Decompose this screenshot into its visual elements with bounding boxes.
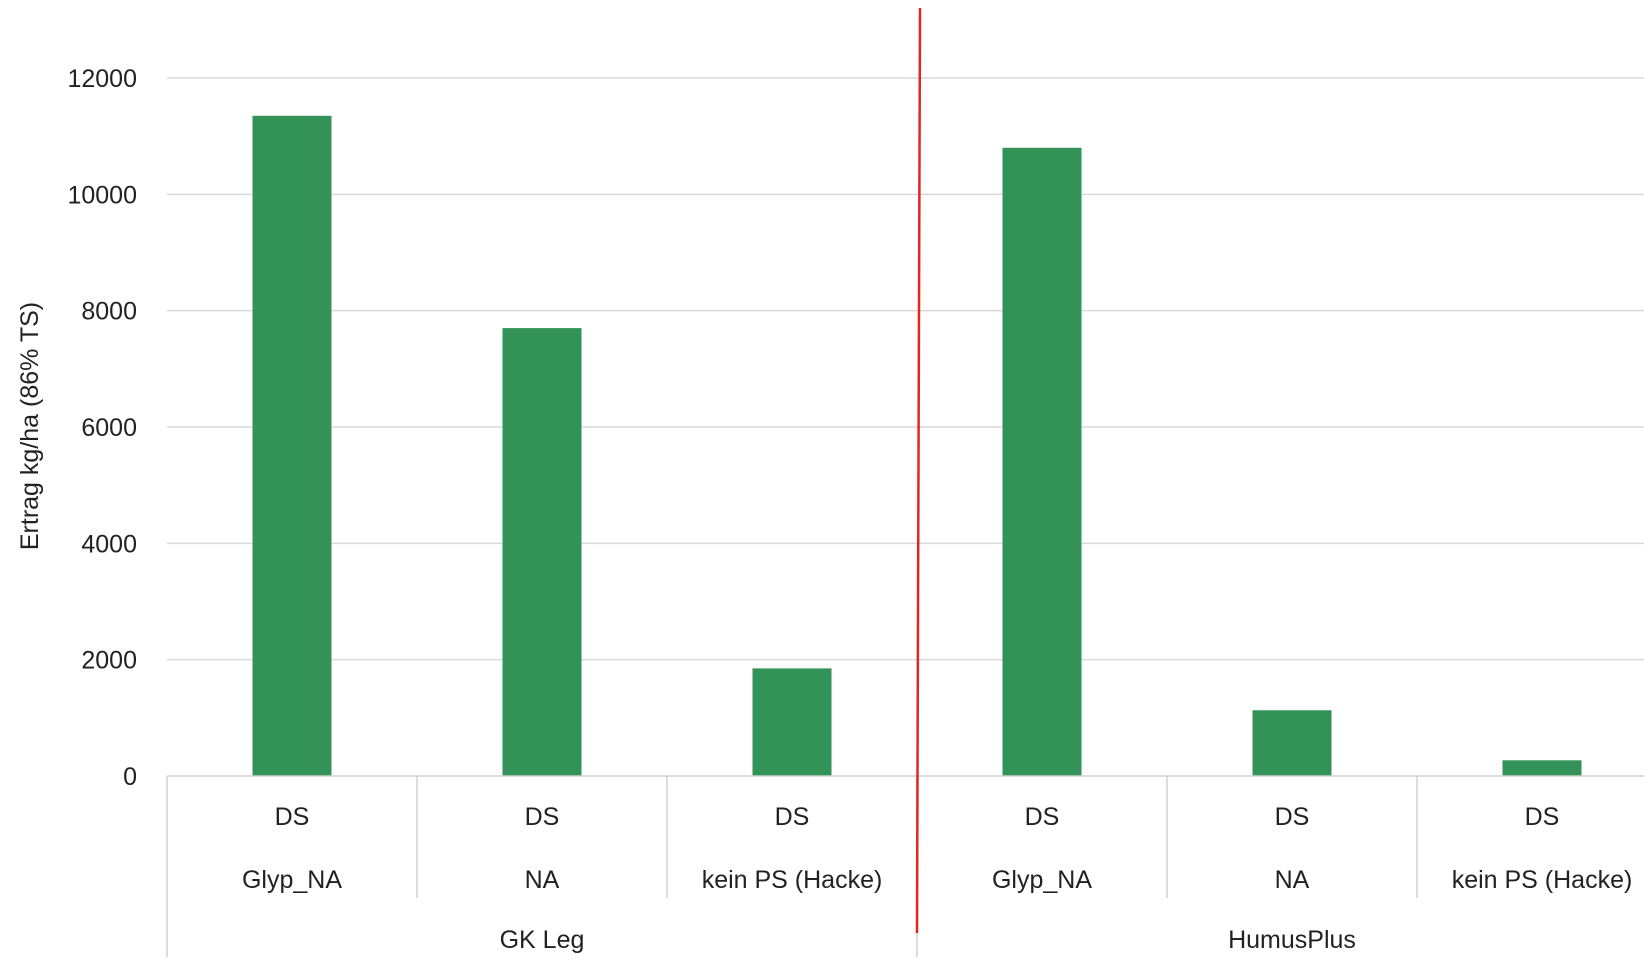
x-tick-label-level1: DS	[1275, 803, 1310, 831]
x-tick-label-level2: NA	[525, 866, 560, 894]
y-tick-label: 8000	[81, 298, 137, 326]
x-tick-label-level2: kein PS (Hacke)	[1452, 866, 1633, 894]
x-tick-label-level1: DS	[525, 803, 560, 831]
y-tick-label: 4000	[81, 530, 137, 558]
x-tick-label-level2: Glyp_NA	[992, 866, 1092, 894]
x-tick-label-level1: DS	[1525, 803, 1560, 831]
bars	[252, 115, 1582, 777]
x-group-label: GK Leg	[500, 926, 585, 954]
group-separator-line	[915, 7, 922, 934]
y-axis-ticks: 0 2000 4000 6000 8000 10000 12000	[67, 65, 137, 791]
bar	[752, 668, 832, 776]
bar	[1002, 147, 1082, 777]
x-axis-labels: DS Glyp_NA DS NA DS kein PS (Hacke) DS Glyp_NA D…	[242, 803, 1632, 954]
x-group-label: HumusPlus	[1228, 926, 1356, 954]
y-axis-title: Ertrag kg/ha (86% TS)	[16, 302, 44, 550]
y-tick-label: 12000	[67, 65, 137, 93]
x-tick-label-level1: DS	[275, 803, 310, 831]
x-axis	[166, 775, 1644, 957]
bar	[1252, 710, 1332, 776]
bar	[252, 115, 332, 776]
x-tick-label-level2: kein PS (Hacke)	[702, 866, 883, 894]
y-tick-label: 6000	[81, 414, 137, 442]
x-tick-label-level1: DS	[775, 803, 810, 831]
bar	[502, 328, 582, 776]
bar	[1502, 760, 1582, 776]
gridlines	[167, 77, 1644, 661]
y-tick-label: 10000	[67, 181, 137, 209]
y-tick-label: 2000	[81, 647, 137, 675]
x-tick-label-level1: DS	[1025, 803, 1060, 831]
x-tick-label-level2: NA	[1275, 866, 1310, 894]
x-tick-label-level2: Glyp_NA	[242, 866, 342, 894]
y-tick-label: 0	[123, 763, 137, 791]
